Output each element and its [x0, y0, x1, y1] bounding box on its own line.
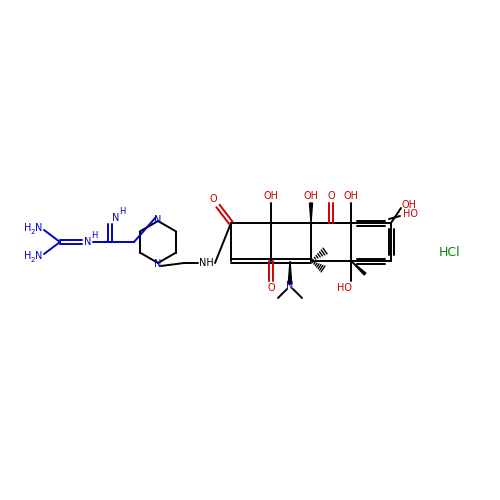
Text: O: O	[267, 283, 275, 293]
Text: OH: OH	[402, 200, 416, 210]
Text: N: N	[36, 251, 43, 261]
Text: O: O	[209, 194, 217, 204]
Text: HCl: HCl	[439, 246, 461, 260]
Text: 2: 2	[31, 229, 35, 235]
Text: H: H	[91, 232, 97, 240]
Text: N: N	[84, 237, 91, 247]
Text: H: H	[119, 208, 125, 216]
Text: 2: 2	[31, 257, 35, 263]
Text: N: N	[286, 281, 294, 291]
Text: HO: HO	[336, 283, 351, 293]
Polygon shape	[310, 203, 312, 223]
Text: NH: NH	[198, 258, 214, 268]
Text: N: N	[36, 223, 43, 233]
Text: N: N	[112, 213, 119, 223]
Text: HO: HO	[402, 209, 417, 219]
Text: N: N	[154, 215, 162, 225]
Text: N: N	[154, 259, 162, 269]
Polygon shape	[288, 261, 292, 284]
Text: H: H	[24, 223, 32, 233]
Text: O: O	[327, 191, 335, 201]
Text: OH: OH	[304, 191, 318, 201]
Polygon shape	[351, 261, 366, 275]
Text: H: H	[24, 251, 32, 261]
Text: OH: OH	[344, 191, 358, 201]
Text: OH: OH	[264, 191, 278, 201]
